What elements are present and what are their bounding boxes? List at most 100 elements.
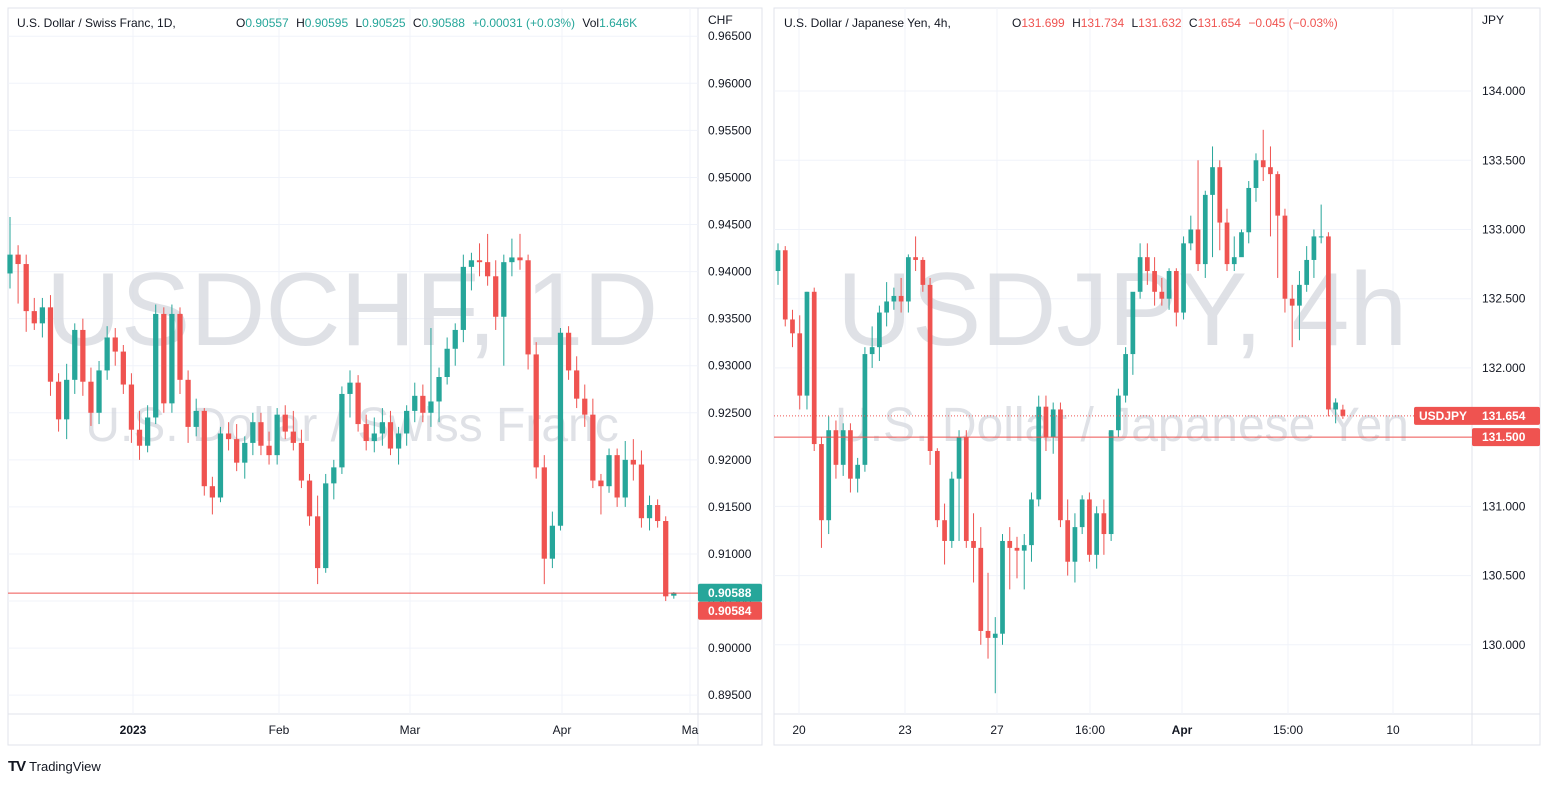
usdjpy-candles xyxy=(775,129,1346,694)
usdchf-time-axis[interactable]: 2023 Feb Mar Apr Ma xyxy=(120,723,699,737)
usdchf-chart-panel[interactable]: USDCHF, 1D U.S. Dollar / Swiss Franc U.S… xyxy=(7,7,763,746)
candle-body xyxy=(412,395,418,411)
candle-body xyxy=(1195,229,1201,265)
candle-body xyxy=(1188,229,1194,244)
watermark-name: U.S. Dollar / Swiss Franc xyxy=(85,399,618,452)
candle-body xyxy=(913,257,918,260)
price-tick-label: 130.000 xyxy=(1482,638,1526,652)
candle-body xyxy=(185,379,191,427)
candle-body xyxy=(654,505,661,522)
candle-body xyxy=(1239,232,1244,258)
candle-body xyxy=(371,433,377,442)
candle-body xyxy=(104,337,110,371)
candle-body xyxy=(1210,167,1215,195)
panel-frame xyxy=(773,7,1541,746)
price-tag-background xyxy=(1414,406,1540,425)
usdchf-legend[interactable]: U.S. Dollar / Swiss Franc, 1D, O0.90557 … xyxy=(17,16,637,30)
candle-body xyxy=(671,592,677,596)
candle-body xyxy=(355,382,361,425)
candle-body xyxy=(891,295,897,302)
usdjpy-legend[interactable]: U.S. Dollar / Japanese Yen, 4h, O131.699… xyxy=(784,16,1338,30)
candle-body xyxy=(169,313,175,404)
candle-body xyxy=(1318,236,1324,238)
legend-ohlc: O131.699 H131.734 L131.632 C131.654 −0.0… xyxy=(1012,16,1338,30)
usdjpy-time-axis[interactable]: 20 23 27 16:00 Apr 15:00 10 xyxy=(792,723,1400,737)
footer-branding[interactable]: TV TradingView xyxy=(8,757,101,775)
candle-body xyxy=(541,467,547,559)
candle-body xyxy=(1340,409,1346,416)
price-tick-label: 0.90000 xyxy=(708,641,752,655)
candle-body xyxy=(120,351,126,385)
candle-body xyxy=(379,422,386,434)
candle-body xyxy=(630,459,636,465)
candle-body xyxy=(1108,430,1114,535)
time-tick-label: Ma xyxy=(682,723,699,737)
legend-change: −0.045 (−0.03%) xyxy=(1248,16,1337,30)
price-axis-currency: JPY xyxy=(1482,13,1504,27)
price-tick-label: 0.95500 xyxy=(708,123,752,137)
candle-body xyxy=(877,312,882,348)
legend-title: U.S. Dollar / Swiss Franc, 1D, xyxy=(17,16,176,30)
legend-low: 0.90525 xyxy=(362,16,406,30)
legend-l-label: L xyxy=(355,16,362,30)
candle-body xyxy=(306,480,313,517)
candle-body xyxy=(387,422,394,449)
candle-body xyxy=(88,381,94,413)
price-tick-label: 0.93500 xyxy=(708,312,752,326)
tradingview-logo-icon: TV xyxy=(8,757,26,775)
candle-body xyxy=(1101,513,1107,535)
legend-h-label: H xyxy=(296,16,305,30)
legend-c-label: C xyxy=(413,16,422,30)
candle-body xyxy=(136,429,143,446)
candle-body xyxy=(314,516,321,569)
legend-high: 131.734 xyxy=(1081,16,1125,30)
candle-body xyxy=(153,313,159,418)
candle-body xyxy=(298,442,305,481)
price-tag-symbol: USDJPY xyxy=(1419,409,1467,423)
brand-name: TradingView xyxy=(29,758,101,774)
usdjpy-chart-panel[interactable]: USDJPY, 4h U.S. Dollar / Japanese Yen U.… xyxy=(773,7,1541,746)
candle-body xyxy=(1137,257,1143,292)
legend-vol-label: Vol xyxy=(582,16,599,30)
candle-body xyxy=(1058,409,1063,521)
candle-body xyxy=(646,505,653,519)
candle-body xyxy=(582,398,588,415)
candle-body xyxy=(1144,257,1150,272)
candle-body xyxy=(39,307,46,324)
candle-body xyxy=(112,337,118,352)
candle-body xyxy=(7,254,13,274)
usdjpy-price-axis[interactable]: JPY 134.000 133.500 133.000 132.500 132.000 1… xyxy=(1482,13,1526,652)
candle-body xyxy=(436,377,442,402)
candle-body xyxy=(1130,291,1136,355)
candle-body xyxy=(339,393,345,468)
candle-body xyxy=(1087,499,1092,555)
candle-body xyxy=(47,307,54,382)
time-tick-label: 23 xyxy=(898,723,912,737)
legend-change: +0.00031 (+0.03%) xyxy=(472,16,575,30)
candle-body xyxy=(775,250,781,272)
price-tick-label: 133.000 xyxy=(1482,222,1526,236)
price-tick-label: 0.89500 xyxy=(708,688,752,702)
candle-body xyxy=(72,329,78,380)
candle-body xyxy=(420,395,426,413)
price-tick-label: 0.92500 xyxy=(708,406,752,420)
candle-body xyxy=(906,257,911,302)
candle-body xyxy=(484,262,491,277)
candle-body xyxy=(797,333,803,396)
candle-body xyxy=(1275,174,1281,216)
legend-title: U.S. Dollar / Japanese Yen, 4h, xyxy=(784,16,951,30)
candle-body xyxy=(266,445,272,456)
candle-body xyxy=(509,257,515,263)
candle-body xyxy=(985,630,991,638)
candle-body xyxy=(290,431,296,443)
price-tick-label: 0.93000 xyxy=(708,359,752,373)
price-tag-value: 0.90584 xyxy=(708,604,752,618)
price-tick-label: 131.000 xyxy=(1482,499,1526,513)
candle-body xyxy=(992,633,998,638)
candle-body xyxy=(31,311,37,324)
legend-c-label: C xyxy=(1189,16,1198,30)
candle-body xyxy=(622,459,628,498)
candle-body xyxy=(1289,298,1295,306)
candle-body xyxy=(862,354,868,465)
candle-body xyxy=(884,301,889,313)
